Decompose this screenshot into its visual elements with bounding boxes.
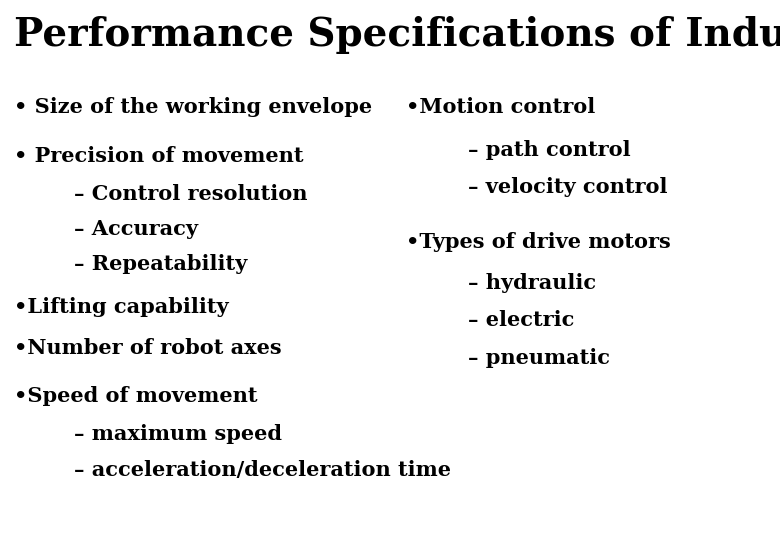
Text: – Repeatability: – Repeatability	[74, 254, 247, 274]
Text: •Motion control: •Motion control	[406, 97, 595, 117]
Text: • Size of the working envelope: • Size of the working envelope	[14, 97, 372, 117]
Text: – Accuracy: – Accuracy	[74, 219, 198, 239]
Text: • Precision of movement: • Precision of movement	[14, 146, 303, 166]
Text: – maximum speed: – maximum speed	[74, 424, 282, 444]
Text: – Control resolution: – Control resolution	[74, 184, 307, 204]
Text: – electric: – electric	[468, 310, 574, 330]
Text: Performance Specifications of Industrial Robots: Performance Specifications of Industrial…	[14, 16, 780, 54]
Text: – hydraulic: – hydraulic	[468, 273, 596, 293]
Text: •Speed of movement: •Speed of movement	[14, 386, 257, 406]
Text: – pneumatic: – pneumatic	[468, 348, 610, 368]
Text: – acceleration/deceleration time: – acceleration/deceleration time	[74, 460, 451, 480]
Text: – path control: – path control	[468, 140, 630, 160]
Text: •Types of drive motors: •Types of drive motors	[406, 232, 670, 252]
Text: – velocity control: – velocity control	[468, 177, 668, 197]
Text: •Number of robot axes: •Number of robot axes	[14, 338, 282, 357]
Text: •Lifting capability: •Lifting capability	[14, 297, 229, 317]
